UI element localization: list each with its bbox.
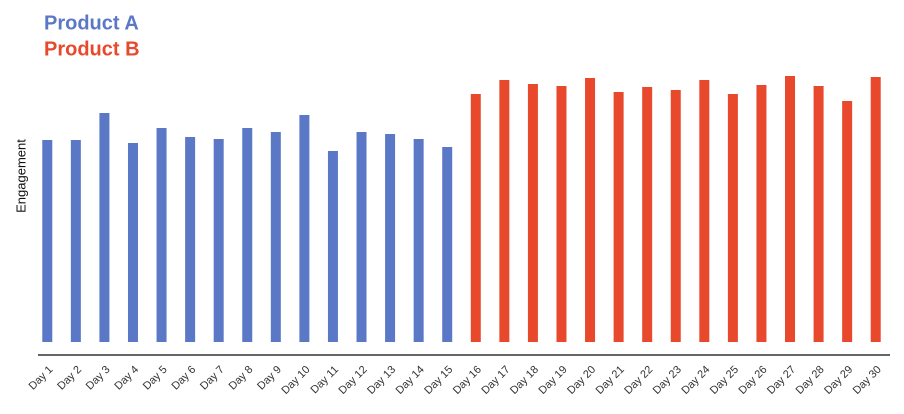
x-tick-label: Day 2 bbox=[55, 364, 84, 393]
bar bbox=[585, 78, 596, 342]
bar bbox=[556, 86, 567, 342]
bar bbox=[870, 77, 881, 342]
bar bbox=[185, 137, 196, 342]
bar bbox=[99, 113, 110, 342]
bar bbox=[499, 80, 510, 342]
bar bbox=[413, 139, 424, 342]
x-tick-label: Day 27 bbox=[765, 364, 798, 397]
bar bbox=[442, 147, 453, 342]
bar bbox=[813, 86, 824, 342]
bar bbox=[70, 140, 81, 342]
x-tick-label: Day 25 bbox=[708, 364, 741, 397]
x-tick-label: Day 6 bbox=[169, 364, 198, 393]
x-tick-label: Day 18 bbox=[508, 364, 541, 397]
x-tick-label: Day 1 bbox=[27, 364, 56, 393]
bar bbox=[213, 139, 224, 342]
x-tick-label: Day 5 bbox=[141, 364, 170, 393]
x-tick-label: Day 17 bbox=[479, 364, 512, 397]
bar bbox=[785, 76, 796, 342]
x-tick-label: Day 13 bbox=[365, 364, 398, 397]
bar bbox=[842, 101, 853, 342]
x-tick-label: Day 30 bbox=[851, 364, 884, 397]
bar bbox=[470, 94, 481, 342]
x-tick-label: Day 12 bbox=[337, 364, 370, 397]
bar bbox=[699, 80, 710, 342]
bar bbox=[299, 115, 310, 342]
bar bbox=[527, 84, 538, 342]
x-tick-label: Day 15 bbox=[422, 364, 455, 397]
bar bbox=[42, 140, 53, 342]
x-tick-label: Day 23 bbox=[651, 364, 684, 397]
bar bbox=[242, 128, 253, 342]
x-tick-label: Day 21 bbox=[594, 364, 627, 397]
legend-entry: Product A bbox=[44, 12, 139, 34]
bar bbox=[613, 92, 624, 342]
x-tick-label: Day 4 bbox=[112, 364, 141, 393]
x-tick-label: Day 29 bbox=[822, 364, 855, 397]
bar bbox=[156, 128, 167, 342]
x-tick-label: Day 16 bbox=[451, 364, 484, 397]
legend-entry: Product B bbox=[44, 38, 140, 60]
bar bbox=[270, 132, 281, 342]
x-tick-label: Day 14 bbox=[394, 364, 427, 397]
x-tick-label: Day 8 bbox=[227, 364, 256, 393]
bar bbox=[127, 143, 138, 342]
x-tick-label: Day 20 bbox=[565, 364, 598, 397]
y-axis-label: Engagement bbox=[13, 139, 28, 213]
x-tick-label: Day 10 bbox=[279, 364, 312, 397]
x-tick-label: Day 24 bbox=[679, 364, 712, 397]
x-tick-label: Day 7 bbox=[198, 364, 227, 393]
bar bbox=[670, 90, 681, 342]
bar bbox=[356, 132, 367, 342]
x-tick-label: Day 28 bbox=[794, 364, 827, 397]
bar bbox=[756, 85, 767, 342]
x-tick-label: Day 11 bbox=[309, 364, 342, 397]
bar bbox=[327, 151, 338, 342]
x-tick-label: Day 3 bbox=[84, 364, 113, 393]
x-tick-label: Day 22 bbox=[622, 364, 655, 397]
bar bbox=[727, 94, 738, 342]
x-tick-label: Day 19 bbox=[537, 364, 570, 397]
x-tick-label: Day 26 bbox=[736, 364, 769, 397]
bar bbox=[642, 87, 653, 342]
bar bbox=[385, 134, 396, 342]
